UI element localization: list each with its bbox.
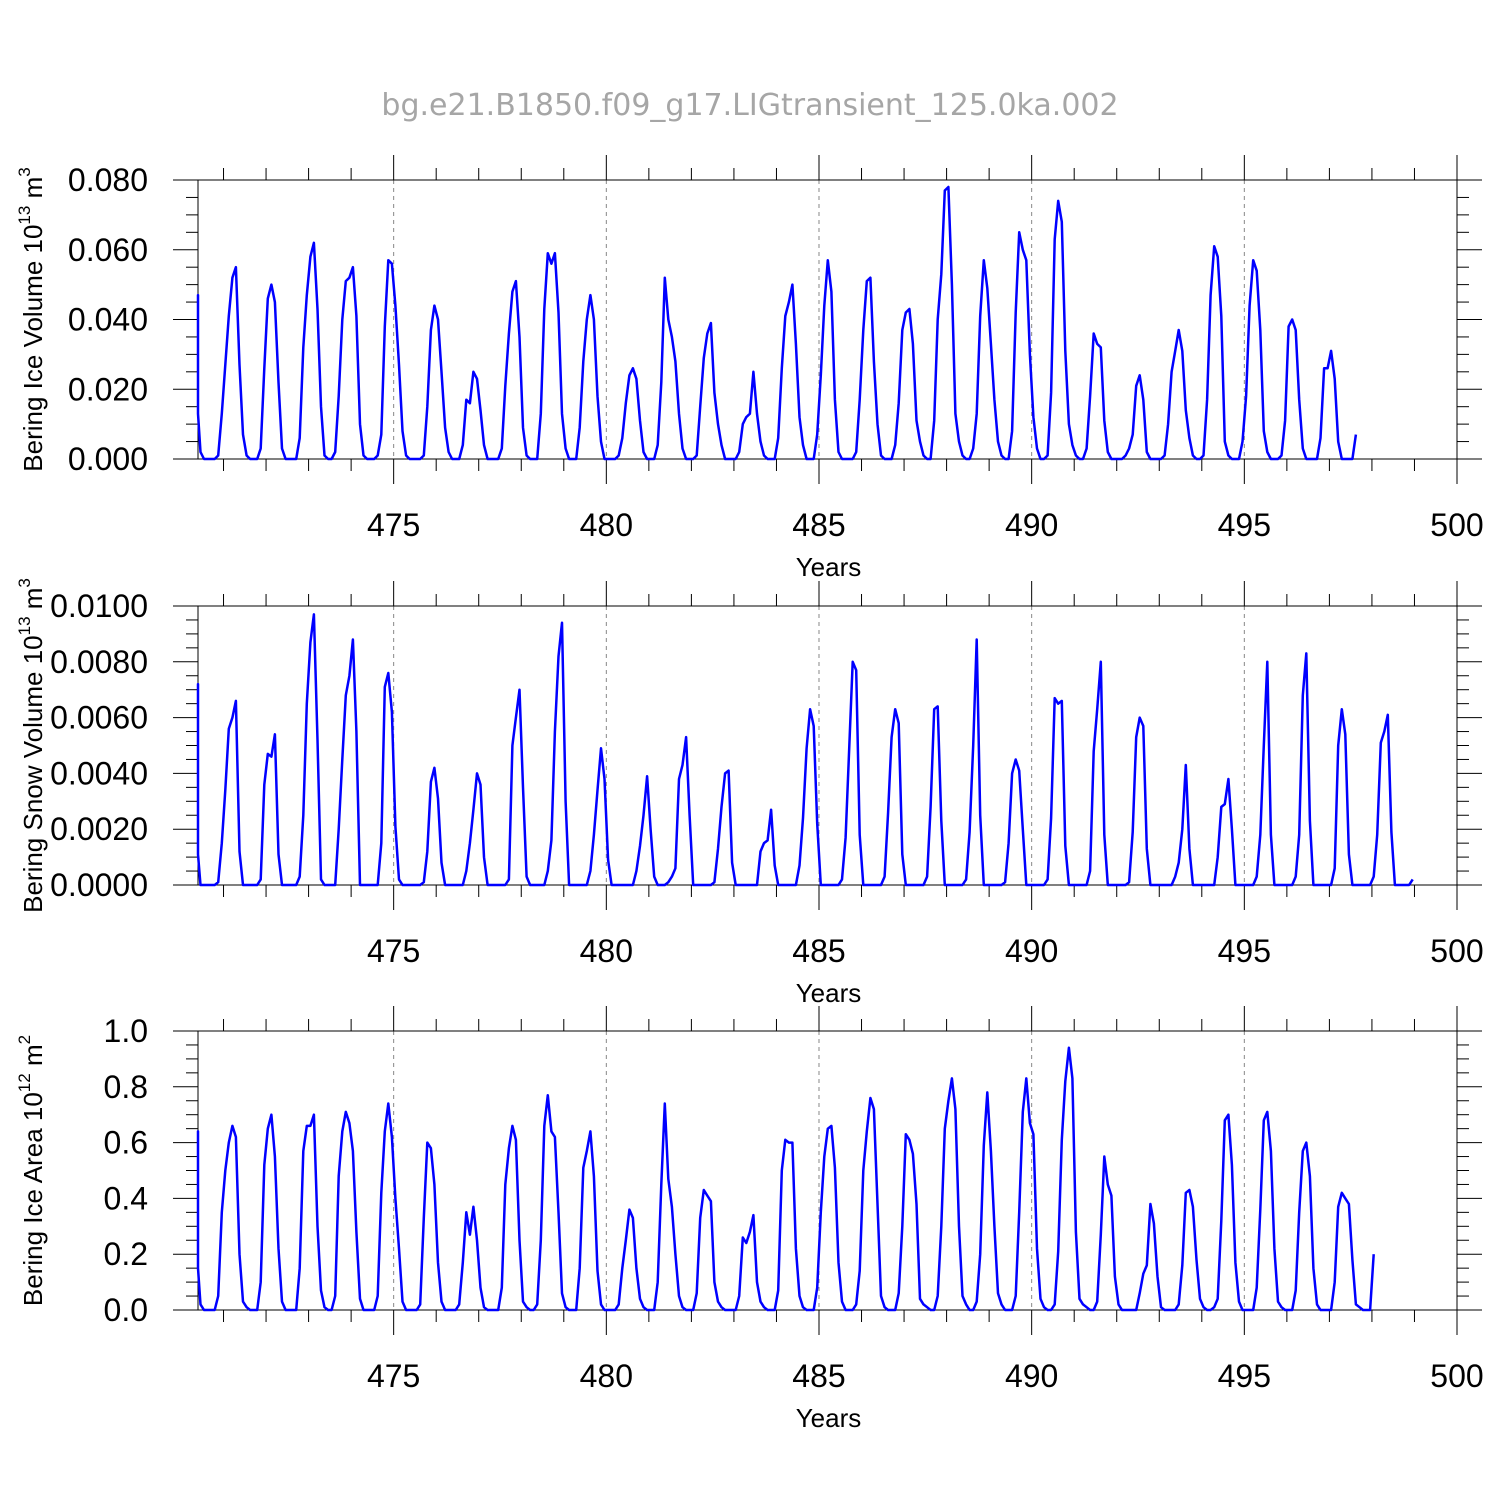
chart-panel-3: 475 480 485 490 495 500 Years 0.0 0.2 0.4 0.6 0.8 1.… [15, 1006, 1484, 1433]
x-tick-label: 485 [792, 1358, 845, 1394]
x-tick-label: 485 [792, 507, 845, 543]
y-tick-label: 0.0060 [50, 700, 148, 736]
y-tick-label: 0.0100 [50, 588, 148, 624]
x-tick-label: 475 [367, 507, 420, 543]
y-tick-label: 0.8 [104, 1069, 148, 1105]
chart-panels: 475 480 485 490 495 500 Years 0.000 0.020 0.040 0.… [15, 155, 1484, 1433]
series-line [196, 1046, 1375, 1312]
y-tick-label: 0.000 [68, 441, 148, 477]
y-tick-label: 0.6 [104, 1125, 148, 1161]
x-tick-label: 495 [1218, 1358, 1271, 1394]
x-tick-label: 500 [1430, 1358, 1483, 1394]
x-tick-label: 495 [1218, 507, 1271, 543]
x-axis-label: Years [796, 1403, 862, 1433]
y-tick-label: 0.0000 [50, 867, 148, 903]
x-axis-label: Years [796, 552, 862, 582]
x-tick-label: 485 [792, 933, 845, 969]
x-tick-label: 475 [367, 1358, 420, 1394]
y-tick-label: 0.080 [68, 162, 148, 198]
x-tick-label: 500 [1430, 933, 1483, 969]
y-axis-label: Bering Ice Volume 1013 m3 [15, 167, 48, 471]
plot-frame [197, 179, 1458, 460]
x-tick-label: 490 [1005, 933, 1058, 969]
y-tick-label: 0.0040 [50, 755, 148, 791]
y-tick-label: 0.0 [104, 1292, 148, 1328]
chart-panel-2: 475 480 485 490 495 500 Years 0.0000 0.0020 0.004… [15, 578, 1484, 1008]
y-tick-label: 1.0 [104, 1013, 148, 1049]
x-tick-label: 490 [1005, 507, 1058, 543]
y-tick-label: 0.020 [68, 371, 148, 407]
x-tick-label: 480 [580, 507, 633, 543]
y-tick-label: 0.040 [68, 302, 148, 338]
chart-title: bg.e21.B1850.f09_g17.LIGtransient_125.0k… [381, 88, 1118, 123]
plot-frame [197, 1030, 1458, 1311]
chart-panel-1: 475 480 485 490 495 500 Years 0.000 0.020 0.040 0.… [15, 155, 1484, 582]
x-tick-label: 500 [1430, 507, 1483, 543]
series-line [196, 613, 1414, 887]
x-tick-label: 475 [367, 933, 420, 969]
x-tick-label: 480 [580, 933, 633, 969]
y-tick-label: 0.4 [104, 1180, 148, 1216]
x-tick-label: 480 [580, 1358, 633, 1394]
y-tick-label: 0.0080 [50, 644, 148, 680]
x-tick-label: 495 [1218, 933, 1271, 969]
series-line [196, 185, 1358, 461]
y-tick-label: 0.060 [68, 232, 148, 268]
x-axis-label: Years [796, 978, 862, 1008]
y-axis-label: Bering Ice Area 1012 m2 [15, 1035, 48, 1306]
y-axis-label: Bering Snow Volume 1013 m3 [15, 578, 48, 913]
y-tick-label: 0.2 [104, 1236, 148, 1272]
y-tick-label: 0.0020 [50, 811, 148, 847]
x-tick-label: 490 [1005, 1358, 1058, 1394]
